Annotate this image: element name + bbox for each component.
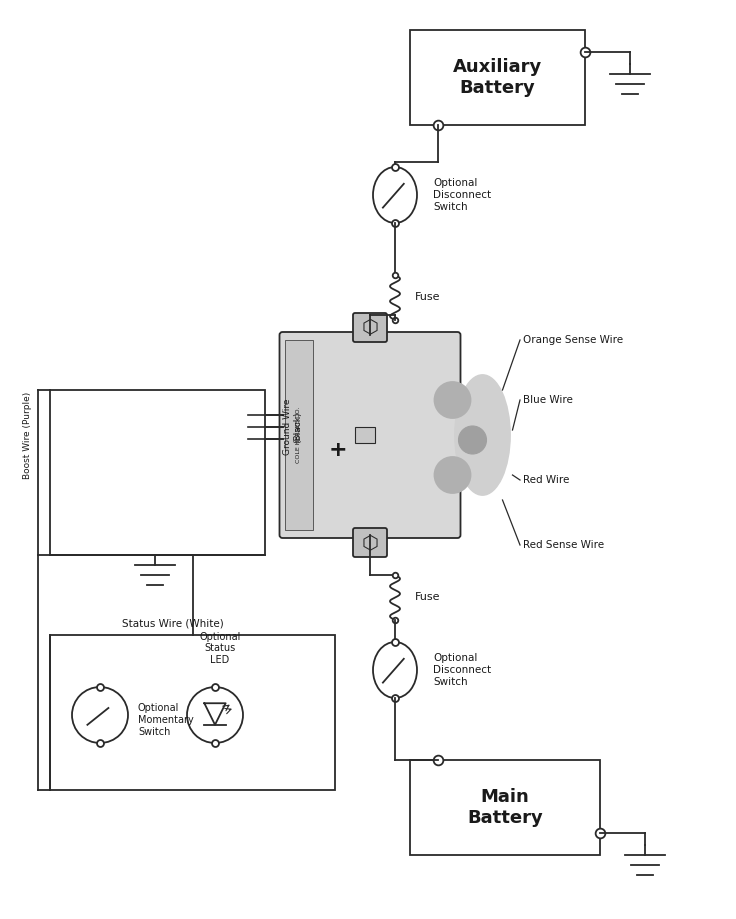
Text: Optional
Momentary
Switch: Optional Momentary Switch (138, 703, 194, 737)
Text: Optional
Disconnect
Switch: Optional Disconnect Switch (433, 178, 491, 211)
Text: Main
Battery: Main Battery (467, 789, 543, 827)
Circle shape (459, 426, 486, 454)
Text: Blue Wire: Blue Wire (523, 395, 573, 405)
Text: Ground Wire
(Black): Ground Wire (Black) (283, 399, 302, 455)
Text: Auxiliary
Battery: Auxiliary Battery (453, 58, 542, 96)
Text: Orange Sense Wire: Orange Sense Wire (523, 335, 623, 345)
Text: Red Sense Wire: Red Sense Wire (523, 540, 604, 550)
FancyBboxPatch shape (280, 332, 461, 538)
Text: ⬡: ⬡ (361, 317, 378, 336)
FancyBboxPatch shape (50, 635, 335, 790)
FancyBboxPatch shape (353, 313, 387, 342)
Text: Red Wire: Red Wire (523, 475, 570, 485)
FancyBboxPatch shape (410, 30, 585, 125)
Ellipse shape (455, 375, 510, 495)
FancyBboxPatch shape (50, 390, 265, 555)
Text: Fuse: Fuse (415, 292, 441, 302)
Text: COLE HERSEE CO.: COLE HERSEE CO. (296, 407, 301, 463)
Text: Fuse: Fuse (415, 593, 441, 603)
FancyBboxPatch shape (353, 528, 387, 557)
Text: Boost Wire (Purple): Boost Wire (Purple) (24, 391, 32, 479)
FancyBboxPatch shape (355, 427, 375, 443)
FancyBboxPatch shape (285, 340, 313, 530)
Circle shape (434, 382, 470, 418)
Text: Status Wire (White): Status Wire (White) (121, 618, 223, 628)
Text: Optional
Disconnect
Switch: Optional Disconnect Switch (433, 653, 491, 686)
Text: +: + (328, 440, 347, 460)
FancyBboxPatch shape (410, 760, 600, 855)
Text: ⬡: ⬡ (361, 534, 378, 552)
Text: Optional
Status
LED: Optional Status LED (199, 631, 241, 665)
Circle shape (434, 457, 470, 493)
